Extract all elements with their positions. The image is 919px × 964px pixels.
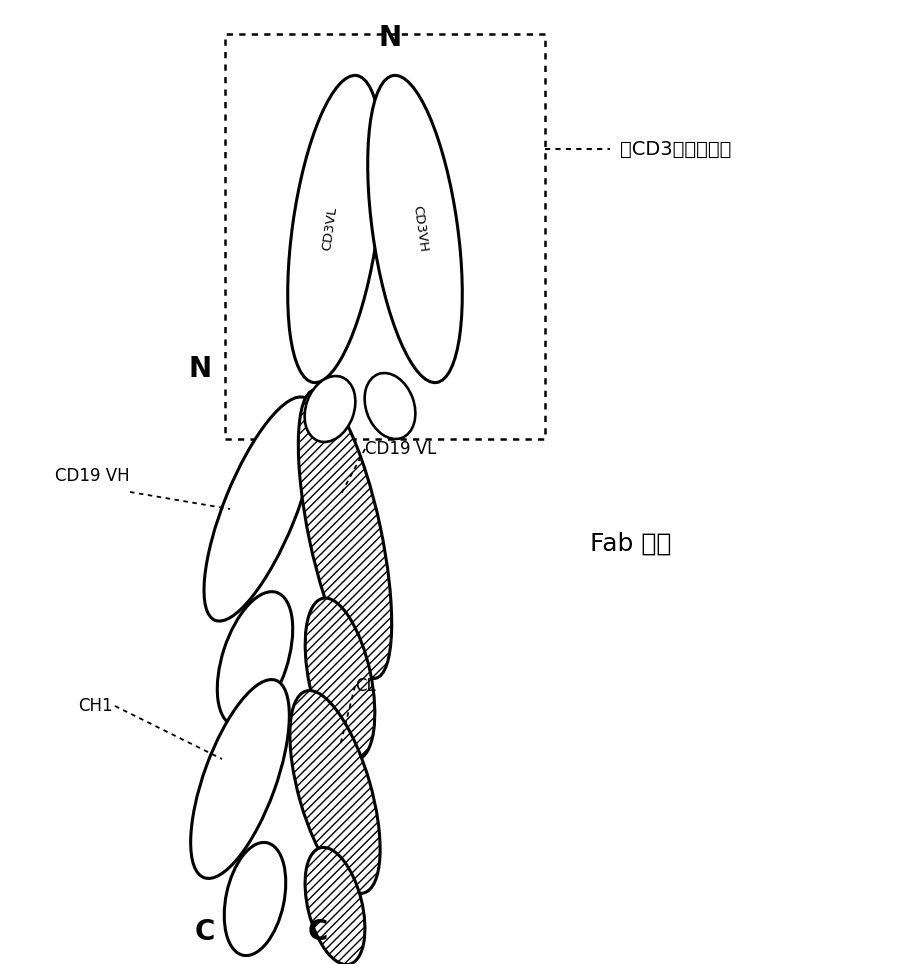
Text: CD19 VH: CD19 VH bbox=[55, 467, 130, 485]
Text: CL: CL bbox=[355, 677, 375, 695]
Ellipse shape bbox=[364, 373, 414, 439]
Ellipse shape bbox=[289, 690, 380, 894]
Text: 抗CD3结合结构域: 抗CD3结合结构域 bbox=[619, 140, 731, 158]
Ellipse shape bbox=[217, 592, 292, 726]
Text: CH1: CH1 bbox=[78, 697, 112, 715]
Text: CD3VL: CD3VL bbox=[320, 206, 339, 252]
Ellipse shape bbox=[288, 75, 382, 383]
Ellipse shape bbox=[368, 75, 461, 383]
Text: CD19 VL: CD19 VL bbox=[365, 440, 436, 458]
Ellipse shape bbox=[305, 598, 374, 760]
Ellipse shape bbox=[305, 847, 365, 964]
Text: N: N bbox=[188, 355, 211, 383]
Ellipse shape bbox=[304, 376, 355, 442]
Text: C: C bbox=[308, 918, 328, 946]
Ellipse shape bbox=[224, 843, 286, 955]
Text: Fab 片段: Fab 片段 bbox=[589, 532, 671, 556]
Ellipse shape bbox=[204, 397, 315, 621]
Text: C: C bbox=[195, 918, 215, 946]
Text: N: N bbox=[378, 24, 401, 52]
Ellipse shape bbox=[298, 389, 391, 679]
Text: CD3VH: CD3VH bbox=[410, 205, 429, 254]
Ellipse shape bbox=[190, 680, 289, 878]
